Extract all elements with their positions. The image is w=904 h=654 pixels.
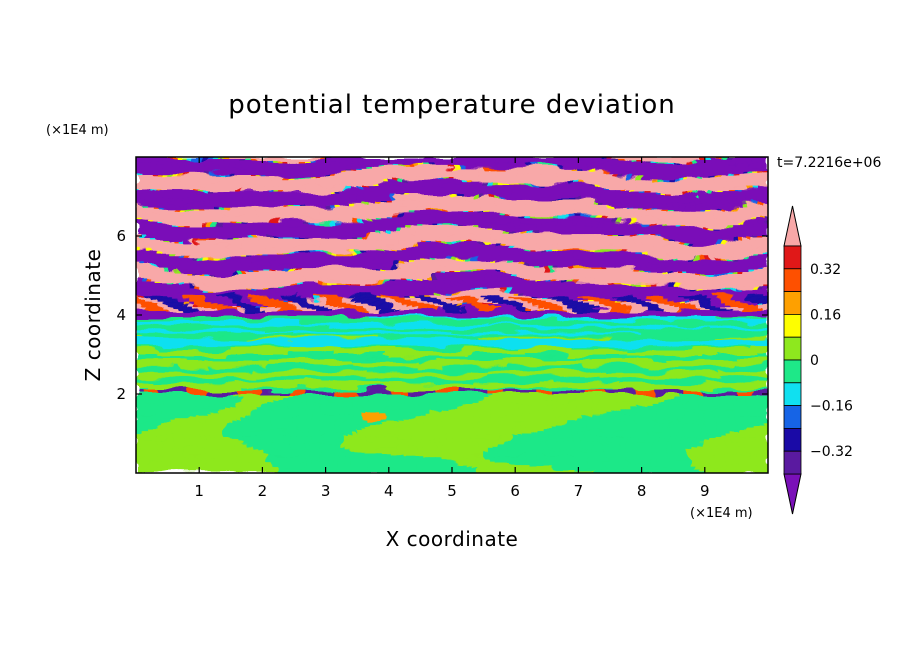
colorbar-segment [784,451,801,474]
colorbar-segment [784,406,801,429]
colorbar: 0.32 0.16 0 −0.16 −0.32 [784,206,853,514]
time-label: t=7.2216e+06 [777,155,881,171]
y-units-label: (×1E4 m) [46,123,109,138]
colorbar-label: −0.32 [810,444,853,460]
colorbar-segment [784,246,801,269]
y-tick-label: 2 [116,385,126,403]
colorbar-segment [784,292,801,315]
x-tick-label: 9 [700,482,710,500]
colorbar-over-triangle [784,206,801,246]
y-tick-label: 6 [116,227,126,245]
colorbar-segment [784,428,801,451]
y-axis-label: Z coordinate [81,249,105,382]
chart-title: potential temperature deviation [228,90,675,120]
x-units-label: (×1E4 m) [690,506,753,521]
x-tick-label: 2 [258,482,268,500]
colorbar-segment [784,269,801,292]
x-tick-label: 8 [637,482,647,500]
x-tick-label: 1 [194,482,204,500]
colorbar-label: 0 [810,353,819,369]
colorbar-label: 0.32 [810,262,841,278]
x-tick-label: 5 [447,482,457,500]
x-tick-label: 4 [384,482,394,500]
colorbar-label: −0.16 [810,399,853,415]
colorbar-under-triangle [784,474,801,514]
colorbar-segment [784,314,801,337]
x-tick-label: 3 [321,482,331,500]
colorbar-label: 0.16 [810,307,841,323]
x-tick-label: 6 [510,482,520,500]
colorbar-segment [784,360,801,383]
y-tick-label: 4 [116,306,126,324]
x-tick-label: 7 [574,482,584,500]
x-axis-label: X coordinate [386,527,519,551]
colorbar-segment [784,383,801,406]
colorbar-segment [784,337,801,360]
contour-field [136,157,769,474]
